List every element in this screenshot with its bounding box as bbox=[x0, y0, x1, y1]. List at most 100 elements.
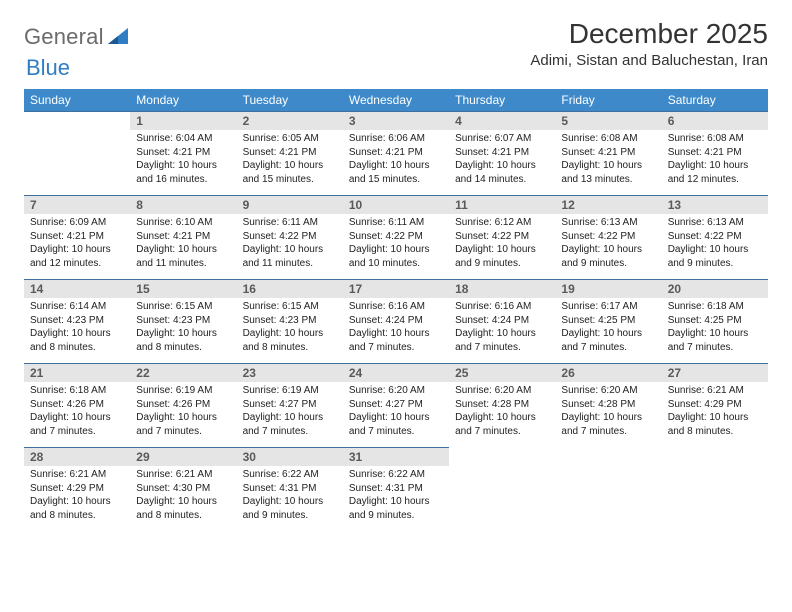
day-number: 6 bbox=[662, 111, 768, 130]
logo-text-blue: Blue bbox=[26, 55, 70, 80]
calendar-cell: 22Sunrise: 6:19 AMSunset: 4:26 PMDayligh… bbox=[130, 363, 236, 447]
calendar-cell bbox=[24, 111, 130, 195]
calendar-cell bbox=[662, 447, 768, 531]
sunset-text: Sunset: 4:22 PM bbox=[243, 230, 337, 244]
day-number: 16 bbox=[237, 279, 343, 298]
daylight-text: Daylight: 10 hours and 12 minutes. bbox=[668, 159, 762, 186]
day-details: Sunrise: 6:14 AMSunset: 4:23 PMDaylight:… bbox=[24, 298, 130, 360]
day-details: Sunrise: 6:08 AMSunset: 4:21 PMDaylight:… bbox=[662, 130, 768, 192]
calendar-cell: 17Sunrise: 6:16 AMSunset: 4:24 PMDayligh… bbox=[343, 279, 449, 363]
sunrise-text: Sunrise: 6:19 AM bbox=[136, 384, 230, 398]
daylight-text: Daylight: 10 hours and 7 minutes. bbox=[561, 327, 655, 354]
location-text: Adimi, Sistan and Baluchestan, Iran bbox=[530, 52, 768, 69]
calendar-week-row: 1Sunrise: 6:04 AMSunset: 4:21 PMDaylight… bbox=[24, 111, 768, 195]
daylight-text: Daylight: 10 hours and 11 minutes. bbox=[243, 243, 337, 270]
sunrise-text: Sunrise: 6:18 AM bbox=[668, 300, 762, 314]
calendar-cell: 13Sunrise: 6:13 AMSunset: 4:22 PMDayligh… bbox=[662, 195, 768, 279]
day-number: 30 bbox=[237, 447, 343, 466]
daylight-text: Daylight: 10 hours and 7 minutes. bbox=[455, 327, 549, 354]
day-number: 26 bbox=[555, 363, 661, 382]
title-block: December 2025 Adimi, Sistan and Baluches… bbox=[530, 18, 768, 73]
sunrise-text: Sunrise: 6:12 AM bbox=[455, 216, 549, 230]
calendar-cell: 26Sunrise: 6:20 AMSunset: 4:28 PMDayligh… bbox=[555, 363, 661, 447]
sunset-text: Sunset: 4:25 PM bbox=[561, 314, 655, 328]
day-details: Sunrise: 6:16 AMSunset: 4:24 PMDaylight:… bbox=[449, 298, 555, 360]
logo-text-general: General bbox=[24, 24, 104, 50]
daylight-text: Daylight: 10 hours and 16 minutes. bbox=[136, 159, 230, 186]
day-details: Sunrise: 6:15 AMSunset: 4:23 PMDaylight:… bbox=[130, 298, 236, 360]
calendar-cell: 8Sunrise: 6:10 AMSunset: 4:21 PMDaylight… bbox=[130, 195, 236, 279]
daylight-text: Daylight: 10 hours and 9 minutes. bbox=[349, 495, 443, 522]
sunset-text: Sunset: 4:29 PM bbox=[668, 398, 762, 412]
daylight-text: Daylight: 10 hours and 9 minutes. bbox=[243, 495, 337, 522]
day-details: Sunrise: 6:19 AMSunset: 4:27 PMDaylight:… bbox=[237, 382, 343, 444]
calendar-cell: 1Sunrise: 6:04 AMSunset: 4:21 PMDaylight… bbox=[130, 111, 236, 195]
calendar-cell: 20Sunrise: 6:18 AMSunset: 4:25 PMDayligh… bbox=[662, 279, 768, 363]
day-details: Sunrise: 6:20 AMSunset: 4:28 PMDaylight:… bbox=[555, 382, 661, 444]
day-number: 18 bbox=[449, 279, 555, 298]
sunset-text: Sunset: 4:21 PM bbox=[243, 146, 337, 160]
daylight-text: Daylight: 10 hours and 7 minutes. bbox=[668, 327, 762, 354]
sunrise-text: Sunrise: 6:06 AM bbox=[349, 132, 443, 146]
day-number: 20 bbox=[662, 279, 768, 298]
sunset-text: Sunset: 4:21 PM bbox=[136, 230, 230, 244]
calendar-week-row: 28Sunrise: 6:21 AMSunset: 4:29 PMDayligh… bbox=[24, 447, 768, 531]
sunrise-text: Sunrise: 6:11 AM bbox=[243, 216, 337, 230]
sunrise-text: Sunrise: 6:21 AM bbox=[136, 468, 230, 482]
day-number: 15 bbox=[130, 279, 236, 298]
sunset-text: Sunset: 4:21 PM bbox=[349, 146, 443, 160]
sunset-text: Sunset: 4:25 PM bbox=[668, 314, 762, 328]
sunrise-text: Sunrise: 6:14 AM bbox=[30, 300, 124, 314]
weekday-header: Wednesday bbox=[343, 89, 449, 111]
weekday-header: Sunday bbox=[24, 89, 130, 111]
day-number: 27 bbox=[662, 363, 768, 382]
sunrise-text: Sunrise: 6:21 AM bbox=[30, 468, 124, 482]
daylight-text: Daylight: 10 hours and 9 minutes. bbox=[561, 243, 655, 270]
weekday-header: Thursday bbox=[449, 89, 555, 111]
sunrise-text: Sunrise: 6:08 AM bbox=[561, 132, 655, 146]
daylight-text: Daylight: 10 hours and 9 minutes. bbox=[455, 243, 549, 270]
sunrise-text: Sunrise: 6:16 AM bbox=[455, 300, 549, 314]
day-number: 22 bbox=[130, 363, 236, 382]
sunrise-text: Sunrise: 6:15 AM bbox=[243, 300, 337, 314]
day-details: Sunrise: 6:16 AMSunset: 4:24 PMDaylight:… bbox=[343, 298, 449, 360]
day-number: 31 bbox=[343, 447, 449, 466]
day-details: Sunrise: 6:08 AMSunset: 4:21 PMDaylight:… bbox=[555, 130, 661, 192]
day-details: Sunrise: 6:18 AMSunset: 4:25 PMDaylight:… bbox=[662, 298, 768, 360]
day-details: Sunrise: 6:17 AMSunset: 4:25 PMDaylight:… bbox=[555, 298, 661, 360]
calendar-cell: 30Sunrise: 6:22 AMSunset: 4:31 PMDayligh… bbox=[237, 447, 343, 531]
sunset-text: Sunset: 4:26 PM bbox=[136, 398, 230, 412]
day-number: 1 bbox=[130, 111, 236, 130]
day-details: Sunrise: 6:06 AMSunset: 4:21 PMDaylight:… bbox=[343, 130, 449, 192]
calendar-cell: 12Sunrise: 6:13 AMSunset: 4:22 PMDayligh… bbox=[555, 195, 661, 279]
day-details: Sunrise: 6:22 AMSunset: 4:31 PMDaylight:… bbox=[343, 466, 449, 528]
sunrise-text: Sunrise: 6:13 AM bbox=[668, 216, 762, 230]
calendar-cell: 21Sunrise: 6:18 AMSunset: 4:26 PMDayligh… bbox=[24, 363, 130, 447]
daylight-text: Daylight: 10 hours and 11 minutes. bbox=[136, 243, 230, 270]
day-details: Sunrise: 6:12 AMSunset: 4:22 PMDaylight:… bbox=[449, 214, 555, 276]
calendar-cell: 11Sunrise: 6:12 AMSunset: 4:22 PMDayligh… bbox=[449, 195, 555, 279]
month-title: December 2025 bbox=[530, 18, 768, 50]
day-details: Sunrise: 6:20 AMSunset: 4:28 PMDaylight:… bbox=[449, 382, 555, 444]
day-number: 8 bbox=[130, 195, 236, 214]
sunrise-text: Sunrise: 6:08 AM bbox=[668, 132, 762, 146]
day-details: Sunrise: 6:09 AMSunset: 4:21 PMDaylight:… bbox=[24, 214, 130, 276]
daylight-text: Daylight: 10 hours and 7 minutes. bbox=[561, 411, 655, 438]
calendar-cell: 3Sunrise: 6:06 AMSunset: 4:21 PMDaylight… bbox=[343, 111, 449, 195]
weekday-header: Monday bbox=[130, 89, 236, 111]
sunset-text: Sunset: 4:29 PM bbox=[30, 482, 124, 496]
day-details: Sunrise: 6:10 AMSunset: 4:21 PMDaylight:… bbox=[130, 214, 236, 276]
calendar-cell: 25Sunrise: 6:20 AMSunset: 4:28 PMDayligh… bbox=[449, 363, 555, 447]
day-details: Sunrise: 6:07 AMSunset: 4:21 PMDaylight:… bbox=[449, 130, 555, 192]
sunset-text: Sunset: 4:22 PM bbox=[349, 230, 443, 244]
calendar-cell: 2Sunrise: 6:05 AMSunset: 4:21 PMDaylight… bbox=[237, 111, 343, 195]
sunset-text: Sunset: 4:27 PM bbox=[349, 398, 443, 412]
sunrise-text: Sunrise: 6:22 AM bbox=[243, 468, 337, 482]
day-number: 5 bbox=[555, 111, 661, 130]
daylight-text: Daylight: 10 hours and 8 minutes. bbox=[668, 411, 762, 438]
day-details: Sunrise: 6:05 AMSunset: 4:21 PMDaylight:… bbox=[237, 130, 343, 192]
calendar-week-row: 7Sunrise: 6:09 AMSunset: 4:21 PMDaylight… bbox=[24, 195, 768, 279]
day-number: 13 bbox=[662, 195, 768, 214]
calendar-header-row: SundayMondayTuesdayWednesdayThursdayFrid… bbox=[24, 89, 768, 111]
day-number: 29 bbox=[130, 447, 236, 466]
